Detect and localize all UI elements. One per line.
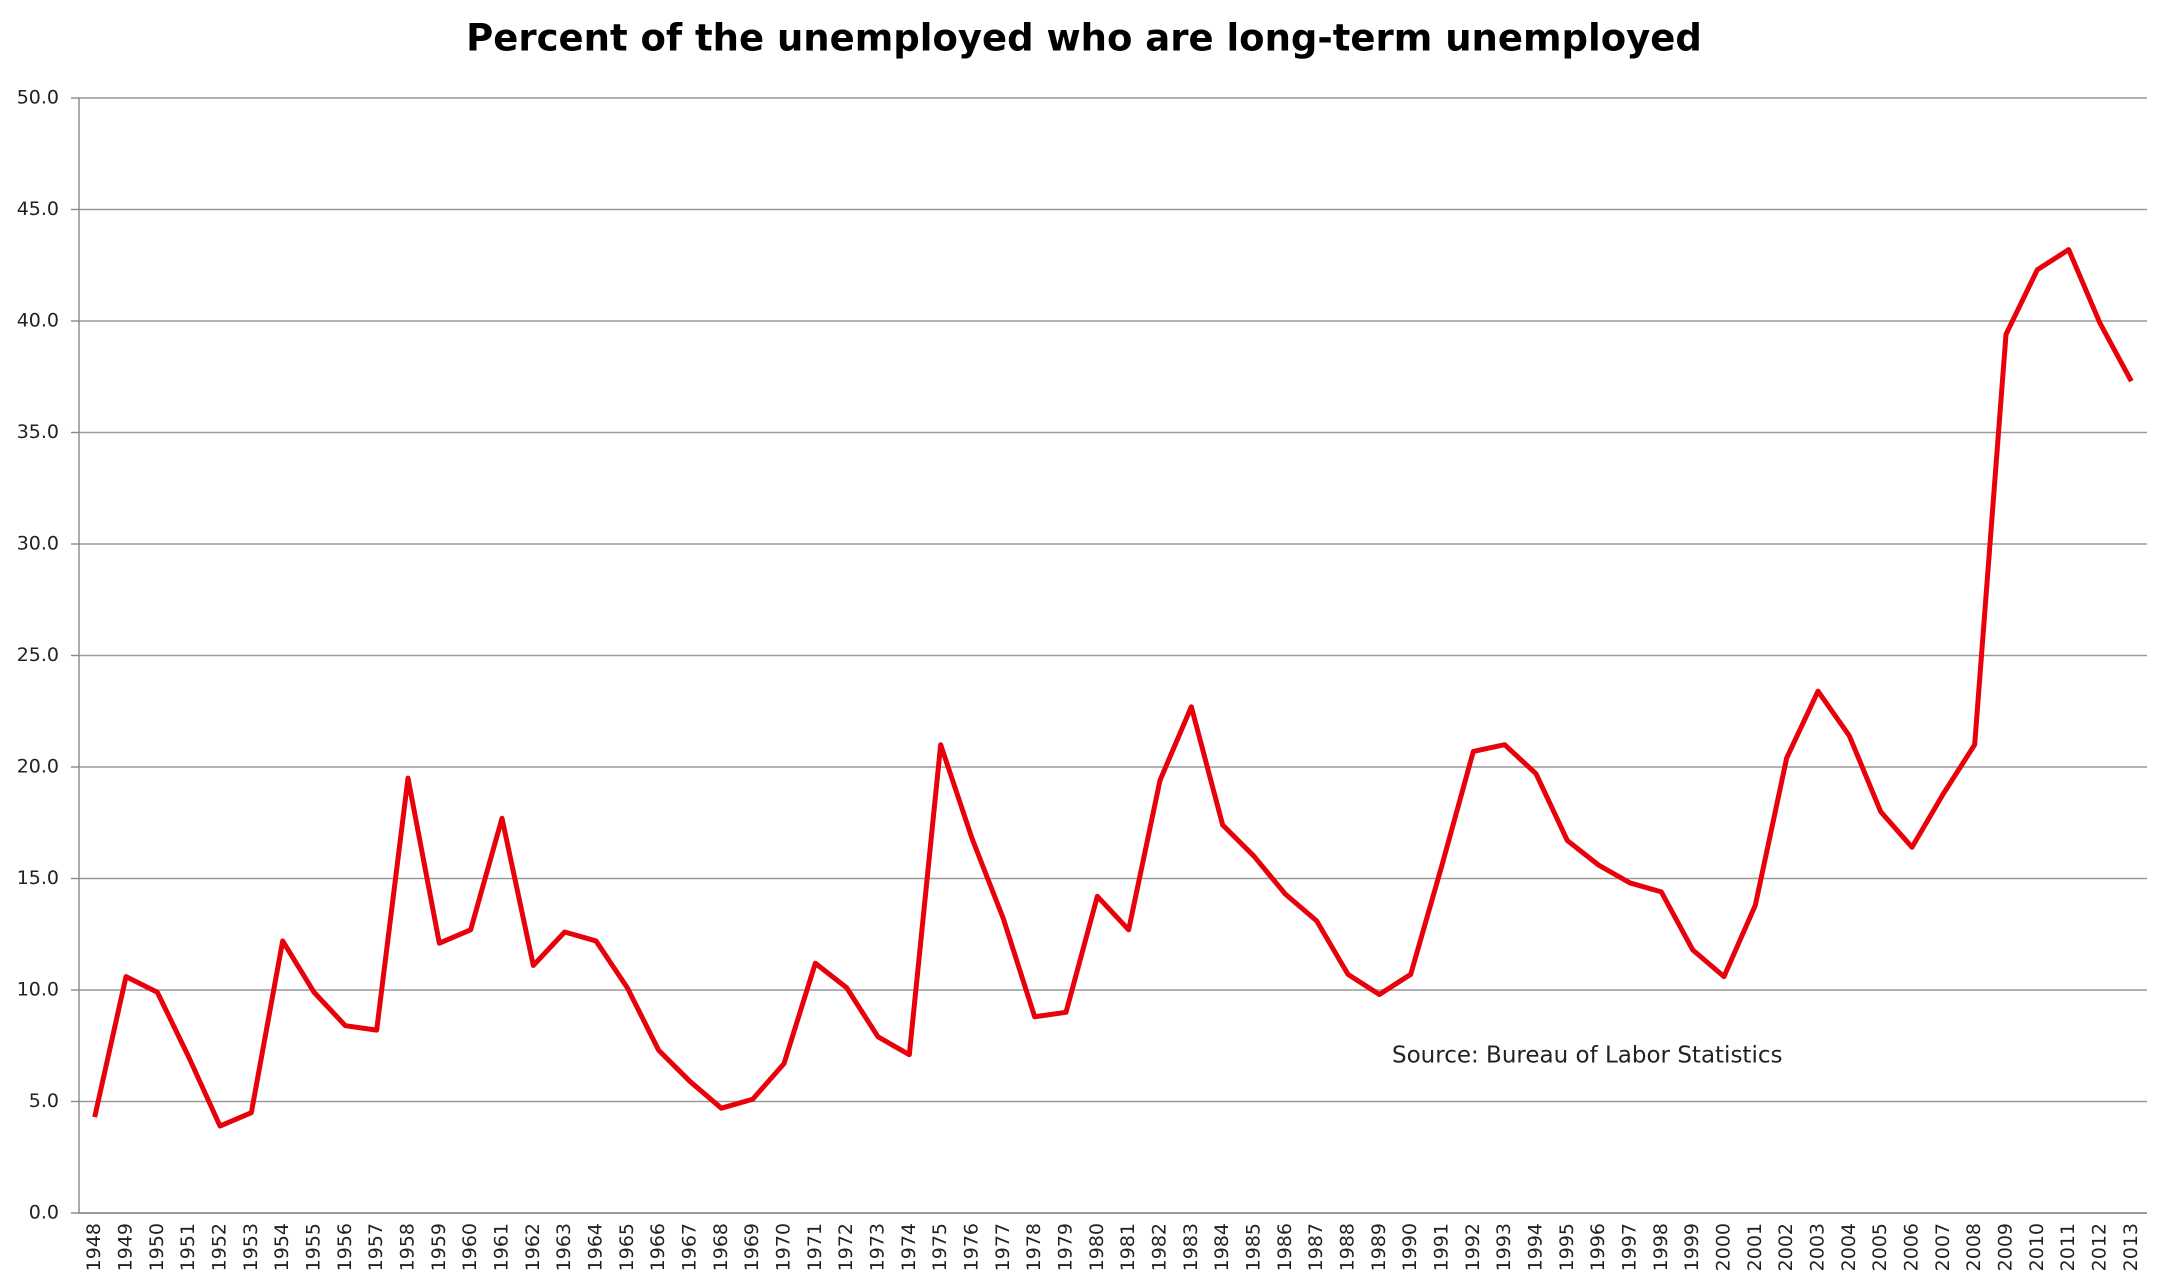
x-tick-label: 1974	[898, 1223, 920, 1271]
x-tick-label: 1957	[365, 1223, 387, 1271]
data-line	[92, 247, 2134, 1129]
y-tick-label: 40.0	[17, 310, 59, 332]
x-tick-label: 1980	[1086, 1223, 1108, 1271]
x-tick-label: 1997	[1619, 1223, 1641, 1271]
x-tick-label: 1961	[491, 1223, 513, 1271]
x-tick-label: 2000	[1713, 1223, 1735, 1271]
x-tick-label: 1993	[1493, 1223, 1515, 1271]
x-tick-label: 1970	[773, 1223, 795, 1271]
x-tick-label: 1972	[835, 1223, 857, 1271]
x-tick-label: 1994	[1525, 1223, 1547, 1271]
x-tick-label: 1986	[1274, 1223, 1296, 1271]
x-tick-label: 1982	[1149, 1223, 1171, 1271]
x-tick-label: 1952	[209, 1223, 231, 1271]
x-tick-label: 2011	[2057, 1223, 2079, 1271]
chart-title: Percent of the unemployed who are long-t…	[466, 17, 1702, 60]
x-tick-label: 1963	[553, 1223, 575, 1271]
x-tick-label: 2010	[2026, 1223, 2048, 1271]
x-tick-label: 1975	[929, 1223, 951, 1271]
x-tick-label: 1967	[679, 1223, 701, 1271]
x-tick-label: 2003	[1807, 1223, 1829, 1271]
x-tick-label: 1978	[1023, 1223, 1045, 1271]
y-tick-label: 15.0	[17, 867, 59, 889]
x-tick-label: 2009	[1995, 1223, 2017, 1271]
x-tick-label: 1949	[115, 1223, 137, 1271]
x-tick-label: 1991	[1431, 1223, 1453, 1271]
x-tick-label: 2002	[1775, 1223, 1797, 1271]
y-tick-label: 50.0	[17, 87, 59, 109]
x-tick-label: 1988	[1337, 1223, 1359, 1271]
y-tick-label: 0.0	[29, 1202, 59, 1224]
x-tick-label: 2007	[1932, 1223, 1954, 1271]
y-tick-label: 30.0	[17, 533, 59, 555]
x-tick-label: 1958	[397, 1223, 419, 1271]
x-tick-label: 1950	[146, 1223, 168, 1271]
y-tick-label: 5.0	[29, 1090, 59, 1112]
x-tick-label: 1998	[1650, 1223, 1672, 1271]
x-tick-label: 1966	[647, 1223, 669, 1271]
x-tick-label: 2013	[2120, 1223, 2142, 1271]
x-tick-label: 1968	[710, 1223, 732, 1271]
x-tick-label: 1971	[804, 1223, 826, 1271]
x-tick-label: 1979	[1055, 1223, 1077, 1271]
x-tick-label: 1999	[1681, 1223, 1703, 1271]
x-tick-label: 1955	[303, 1223, 325, 1271]
y-tick-label: 45.0	[17, 198, 59, 220]
x-tick-label: 1992	[1462, 1223, 1484, 1271]
x-tick-label: 1995	[1556, 1223, 1578, 1271]
x-tick-label: 1990	[1399, 1223, 1421, 1271]
x-tick-label: 1953	[240, 1223, 262, 1271]
x-tick-label: 1951	[177, 1223, 199, 1271]
x-tick-label: 2004	[1838, 1223, 1860, 1271]
x-tick-label: 1962	[522, 1223, 544, 1271]
x-tick-label: 1984	[1211, 1223, 1233, 1271]
y-tick-label: 35.0	[17, 421, 59, 443]
x-tick-label: 1996	[1587, 1223, 1609, 1271]
x-tick-label: 2008	[1963, 1223, 1985, 1271]
y-tick-label: 20.0	[17, 756, 59, 778]
x-tick-label: 1976	[961, 1223, 983, 1271]
x-tick-label: 1989	[1368, 1223, 1390, 1271]
x-tick-label: 1973	[867, 1223, 889, 1271]
x-tick-label: 1964	[585, 1223, 607, 1271]
x-tick-label: 1969	[741, 1223, 763, 1271]
x-tick-label: 1960	[459, 1223, 481, 1271]
x-tick-label: 2005	[1869, 1223, 1891, 1271]
y-tick-label: 25.0	[17, 644, 59, 666]
annotation: Source: Bureau of Labor Statistics	[1392, 1043, 1782, 1069]
x-tick-label: 1985	[1243, 1223, 1265, 1271]
x-tick-label: 1954	[271, 1223, 293, 1271]
x-tick-label: 1959	[428, 1223, 450, 1271]
x-tick-label: 1956	[334, 1223, 356, 1271]
y-tick-label: 10.0	[17, 979, 59, 1001]
x-tick-label: 1983	[1180, 1223, 1202, 1271]
x-tick-label: 1987	[1305, 1223, 1327, 1271]
x-tick-label: 2001	[1744, 1223, 1766, 1271]
x-tick-label: 1981	[1117, 1223, 1139, 1271]
x-tick-label: 2012	[2089, 1223, 2111, 1271]
x-tick-label: 1977	[992, 1223, 1014, 1271]
x-tick-label: 1965	[616, 1223, 638, 1271]
x-tick-label: 2006	[1901, 1223, 1923, 1271]
x-tick-label: 1948	[83, 1223, 105, 1271]
